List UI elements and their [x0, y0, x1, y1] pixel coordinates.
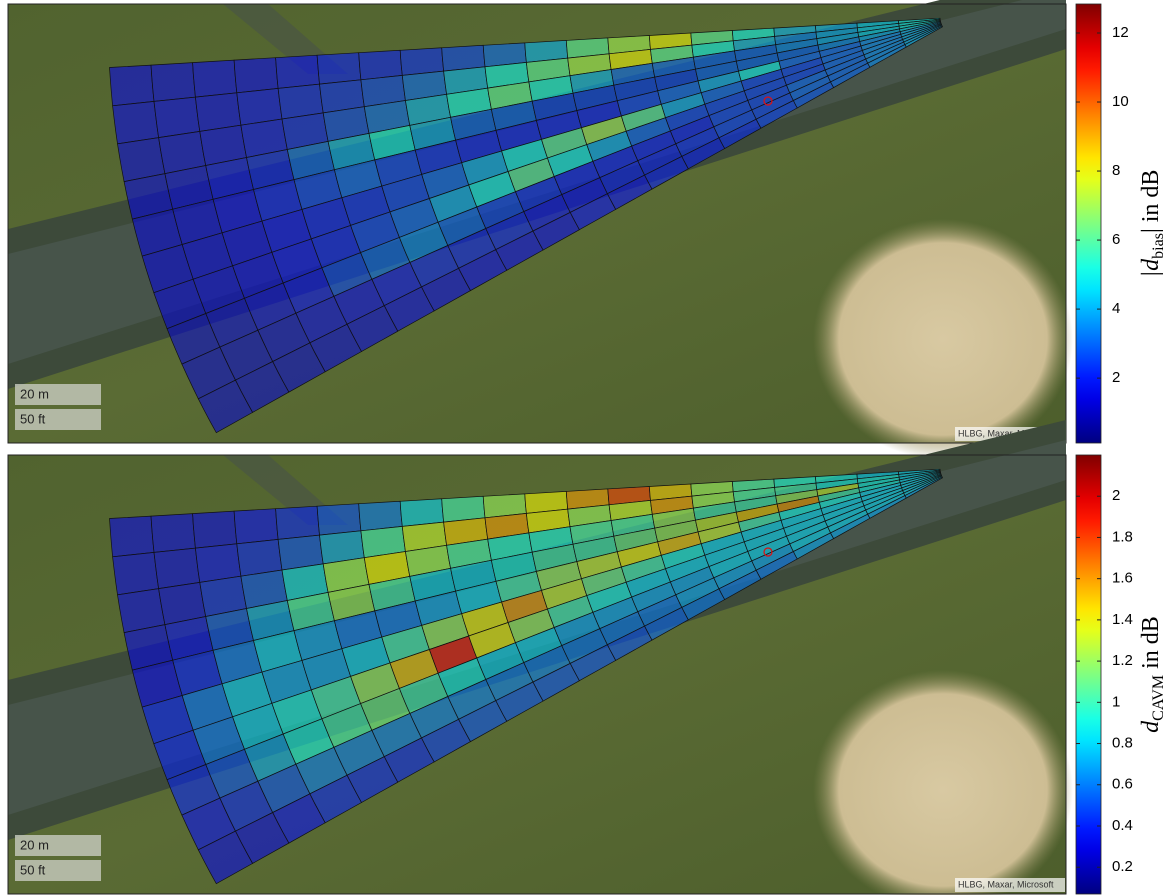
label-subscript: bias [1150, 233, 1167, 259]
heat-cell [400, 499, 443, 527]
heat-cell [317, 53, 361, 84]
colorbar-tick-label: 1.8 [1112, 528, 1133, 545]
attribution: HLBG, Maxar, Microsoft [958, 879, 1054, 889]
colorbar [1076, 4, 1101, 443]
scale-label: 50 ft [20, 862, 46, 877]
scale-label: 20 m [20, 837, 49, 852]
scale-label: 20 m [20, 386, 49, 401]
colorbar-tick-label: 0.4 [1112, 817, 1133, 834]
heat-cell [154, 97, 200, 138]
label-subscript: CAVM [1150, 675, 1167, 721]
colorbar-tick-label: 1.4 [1112, 611, 1133, 628]
heat-cell [113, 101, 159, 143]
colorbar-tick-label: 6 [1112, 231, 1120, 248]
label-unit: | in dB [1138, 170, 1164, 233]
heat-cell [151, 514, 195, 553]
colorbar-tick-label: 4 [1112, 300, 1120, 317]
heat-cell [113, 552, 159, 594]
colorbar-tick-label: 10 [1112, 93, 1129, 110]
heat-cell [317, 504, 361, 535]
heat-cell [193, 511, 237, 548]
heat-cell [400, 48, 443, 76]
heat-cell [359, 50, 403, 80]
colorbar-tick-label: 1.2 [1112, 652, 1133, 669]
colorbar-label: dCAVM in dB [1138, 616, 1167, 733]
heat-cell [234, 58, 278, 93]
colorbar-tick-label: 12 [1112, 24, 1129, 41]
heat-cell [234, 509, 278, 544]
colorbar-tick-label: 1.6 [1112, 570, 1133, 587]
heat-cell [110, 516, 155, 557]
heat-cell [193, 60, 237, 97]
heat-cell [276, 55, 320, 88]
panel: 20 m 50 ft HLBG, Maxar, Microsoft 0.2 0.4 0.6… [8, 420, 1167, 895]
colorbar [1076, 455, 1101, 894]
colorbar-tick-label: 1 [1112, 693, 1120, 710]
colorbar-tick-label: 8 [1112, 162, 1120, 179]
heat-cell [154, 548, 200, 589]
colorbar-tick-label: 0.6 [1112, 776, 1133, 793]
heat-cell [276, 506, 320, 539]
colorbar-label: |dbias| in dB [1138, 170, 1167, 278]
scale-label: 50 ft [20, 411, 46, 426]
colorbar-tick-label: 2 [1112, 369, 1120, 386]
colorbar-tick-label: 2 [1112, 487, 1120, 504]
colorbar-tick-label: 0.8 [1112, 735, 1133, 752]
heat-cell [151, 63, 195, 102]
heat-cell [195, 93, 241, 132]
heat-cell [359, 501, 403, 531]
heat-cell [195, 544, 241, 583]
figure: 20 m50 ftHLBG, Maxar, Microsoft24681012|… [0, 0, 1173, 895]
label-symbol: |d [1138, 258, 1164, 278]
heat-cell [110, 65, 155, 106]
colorbar-tick-label: 0.2 [1112, 858, 1133, 875]
label-unit: in dB [1138, 616, 1164, 675]
